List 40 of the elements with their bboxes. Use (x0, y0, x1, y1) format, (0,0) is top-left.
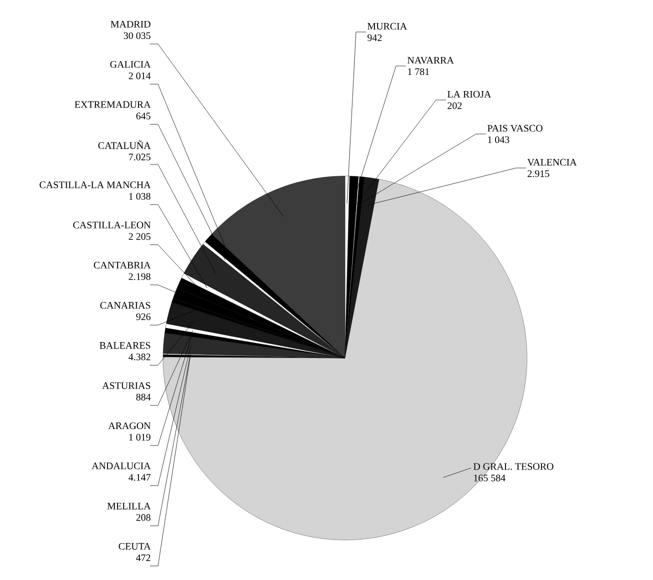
data-label: 1 019 (129, 434, 150, 441)
slice-label: ANDALUCIA (92, 462, 151, 470)
slice-label: CANARIAS (100, 302, 150, 309)
data-label: 7.025 (129, 154, 150, 160)
data-label: 2 205 (128, 233, 150, 240)
slice-label: NAVARRA (407, 56, 454, 64)
data-label: 1 781 (408, 68, 430, 76)
slice-label: GALICIA (110, 61, 151, 68)
slice-label: CASTILLA-LA MANCHA (40, 182, 151, 188)
data-label: 4.147 (128, 474, 151, 481)
data-label: 208 (136, 514, 150, 521)
data-label: 1 038 (129, 192, 150, 200)
slice-label: ARAGON (108, 422, 151, 430)
data-label: 2 014 (128, 72, 151, 80)
data-label: 2.198 (128, 273, 150, 280)
data-label: 942 (368, 34, 382, 42)
slice-label: CEUTA (118, 542, 151, 550)
slice-label: MADRID (110, 20, 150, 28)
slice-label: LA RIOJA (447, 90, 492, 98)
data-label: 926 (136, 313, 151, 320)
data-label: 165 584 (474, 474, 506, 482)
slice-label: ASTURIAS (102, 382, 150, 389)
data-label: 202 (448, 102, 462, 110)
slice-label: EXTREMADURA (74, 101, 151, 108)
data-label: 645 (136, 112, 150, 120)
data-label: 2.915 (528, 170, 550, 178)
data-label: 30 035 (124, 32, 150, 40)
data-label: 4.382 (128, 354, 150, 360)
data-label: 1 043 (488, 136, 510, 144)
slice-label: CANTABRIA (94, 262, 151, 268)
slice-label: CATALUÑA (98, 140, 151, 149)
slice-label: BALEARES (100, 342, 150, 349)
data-label: 884 (136, 394, 151, 400)
data-label: 472 (136, 554, 150, 562)
slice-label: MELILLA (107, 502, 151, 510)
slice-label: D GRAL. TESORO (473, 463, 554, 470)
slice-label: VALENCIA (527, 158, 577, 166)
slice-label: CASTILLA-LEON (73, 222, 151, 228)
slice-label: MURCIA (367, 22, 407, 30)
slice-label: PAIS VASCO (487, 124, 542, 132)
